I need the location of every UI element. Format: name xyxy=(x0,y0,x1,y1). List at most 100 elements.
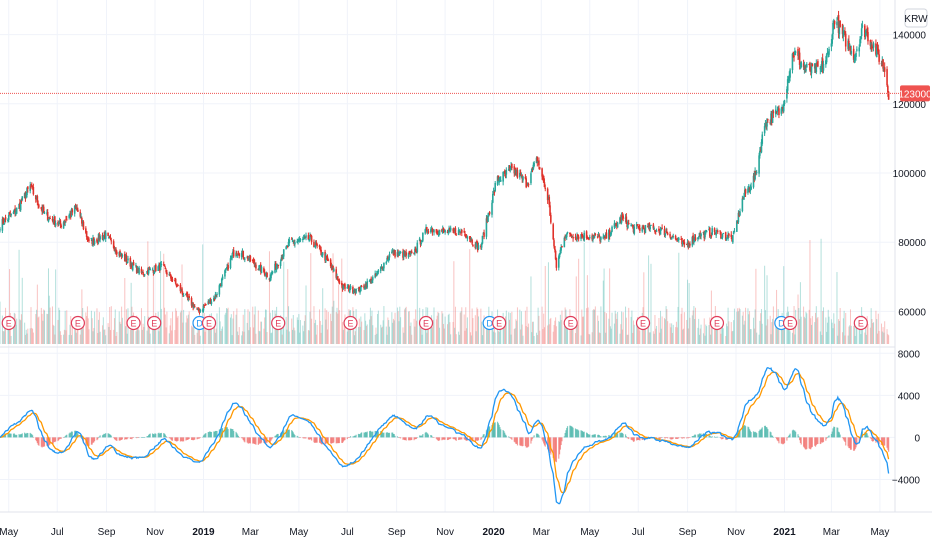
event-marker[interactable]: E xyxy=(418,315,434,331)
price-candles[interactable] xyxy=(0,10,890,315)
volume-bar xyxy=(817,317,819,344)
histogram-bar xyxy=(131,437,133,440)
histogram-bar xyxy=(327,437,329,443)
event-marker[interactable]: E xyxy=(1,315,16,331)
histogram-bar xyxy=(535,433,538,438)
volume-bar xyxy=(643,272,645,344)
histogram-bar xyxy=(826,437,829,438)
candle-body xyxy=(602,236,605,239)
time-axis[interactable]: May Jul Sep Nov 2019 Mar May Jul Sep Nov 2020 Mar Ma… xyxy=(0,527,889,538)
candle-body xyxy=(728,233,730,236)
event-marker[interactable]: E xyxy=(853,315,868,331)
histogram-bar xyxy=(190,437,193,440)
histogram-bar xyxy=(332,437,334,444)
histogram-bar xyxy=(136,437,138,439)
event-marker[interactable]: E xyxy=(201,315,217,331)
histogram-bar xyxy=(365,431,367,438)
volume-bar xyxy=(176,317,178,344)
volume-bar xyxy=(582,316,584,344)
volume-bar xyxy=(784,320,786,344)
histogram-bar xyxy=(554,437,556,461)
histogram-bar xyxy=(237,434,239,438)
histogram-bar xyxy=(632,437,634,441)
volume-bar xyxy=(385,326,387,344)
volume-bar xyxy=(208,319,210,344)
volume-bar xyxy=(427,325,429,344)
histogram-bar xyxy=(168,437,170,439)
histogram-bar xyxy=(782,437,784,445)
volume-bar xyxy=(121,317,123,344)
volume-bar xyxy=(303,320,305,344)
macd-lines[interactable] xyxy=(0,366,890,505)
candle-body xyxy=(737,212,740,223)
candle-body xyxy=(811,63,814,66)
histogram-bar xyxy=(822,437,825,442)
volume-bar xyxy=(742,311,744,344)
volume-bar xyxy=(288,306,290,344)
histogram-bar xyxy=(307,437,310,440)
candle-body xyxy=(174,278,177,284)
volume-bar xyxy=(500,317,502,344)
volume-bar xyxy=(716,319,718,344)
volume-bar xyxy=(769,315,771,344)
volume-bar xyxy=(114,309,116,344)
event-marker[interactable]: E xyxy=(782,315,798,331)
candle-body xyxy=(588,237,591,239)
volume-bar xyxy=(305,285,307,344)
histogram-bar xyxy=(682,437,684,439)
volume-bar xyxy=(63,329,65,344)
currency-badge[interactable]: KRW xyxy=(904,8,928,28)
volume-bar xyxy=(842,318,844,344)
volume-bar xyxy=(753,317,755,344)
time-tick-label: 2019 xyxy=(192,527,215,538)
candle-body xyxy=(215,294,217,296)
volume-bar xyxy=(196,332,198,344)
candle-body xyxy=(581,233,583,237)
volume-bar xyxy=(437,311,439,344)
volume-bar xyxy=(465,307,467,344)
volume-bar xyxy=(137,319,139,344)
histogram-bar xyxy=(241,437,243,439)
histogram-bar xyxy=(388,433,390,438)
candle-body xyxy=(853,58,856,62)
volume-bar xyxy=(308,330,310,344)
histogram-bar xyxy=(242,437,244,441)
histogram-bar xyxy=(622,433,624,438)
histogram-bar xyxy=(632,437,635,442)
histogram-bar xyxy=(159,433,162,438)
event-marker[interactable]: E xyxy=(147,315,162,331)
event-marker[interactable]: E xyxy=(563,315,578,331)
candle-body xyxy=(371,277,374,281)
histogram-bar xyxy=(393,434,395,438)
volume-bar xyxy=(554,320,556,344)
event-marker[interactable]: E xyxy=(70,315,85,331)
volume-bar xyxy=(476,307,478,344)
price-axis[interactable]: 6000080000100000120000140000−40000400080… xyxy=(892,31,927,487)
volume-bar xyxy=(194,334,196,344)
histogram-bar xyxy=(152,434,155,438)
histogram-bar xyxy=(748,427,750,438)
volume-bar xyxy=(152,321,154,344)
event-marker[interactable]: E xyxy=(271,315,286,331)
histogram-bar xyxy=(132,437,134,439)
candle-body xyxy=(187,297,190,299)
histogram-bar xyxy=(179,437,182,442)
volume-bar xyxy=(489,322,491,344)
volume-bar xyxy=(553,325,555,344)
event-marker[interactable]: E xyxy=(126,315,141,331)
candle-body xyxy=(355,288,357,293)
event-marker[interactable]: E xyxy=(343,315,358,331)
event-marker-circle xyxy=(782,315,798,331)
candle-body xyxy=(631,225,634,227)
volume-bar xyxy=(381,327,383,344)
volume-bar xyxy=(764,310,766,344)
candle-body xyxy=(320,249,322,255)
event-marker[interactable]: E xyxy=(492,315,507,331)
event-marker[interactable]: E xyxy=(635,315,651,331)
histogram-bar xyxy=(241,437,244,439)
volume-bar xyxy=(115,335,117,344)
event-marker[interactable]: E xyxy=(709,315,725,331)
histogram-bar xyxy=(839,434,841,438)
